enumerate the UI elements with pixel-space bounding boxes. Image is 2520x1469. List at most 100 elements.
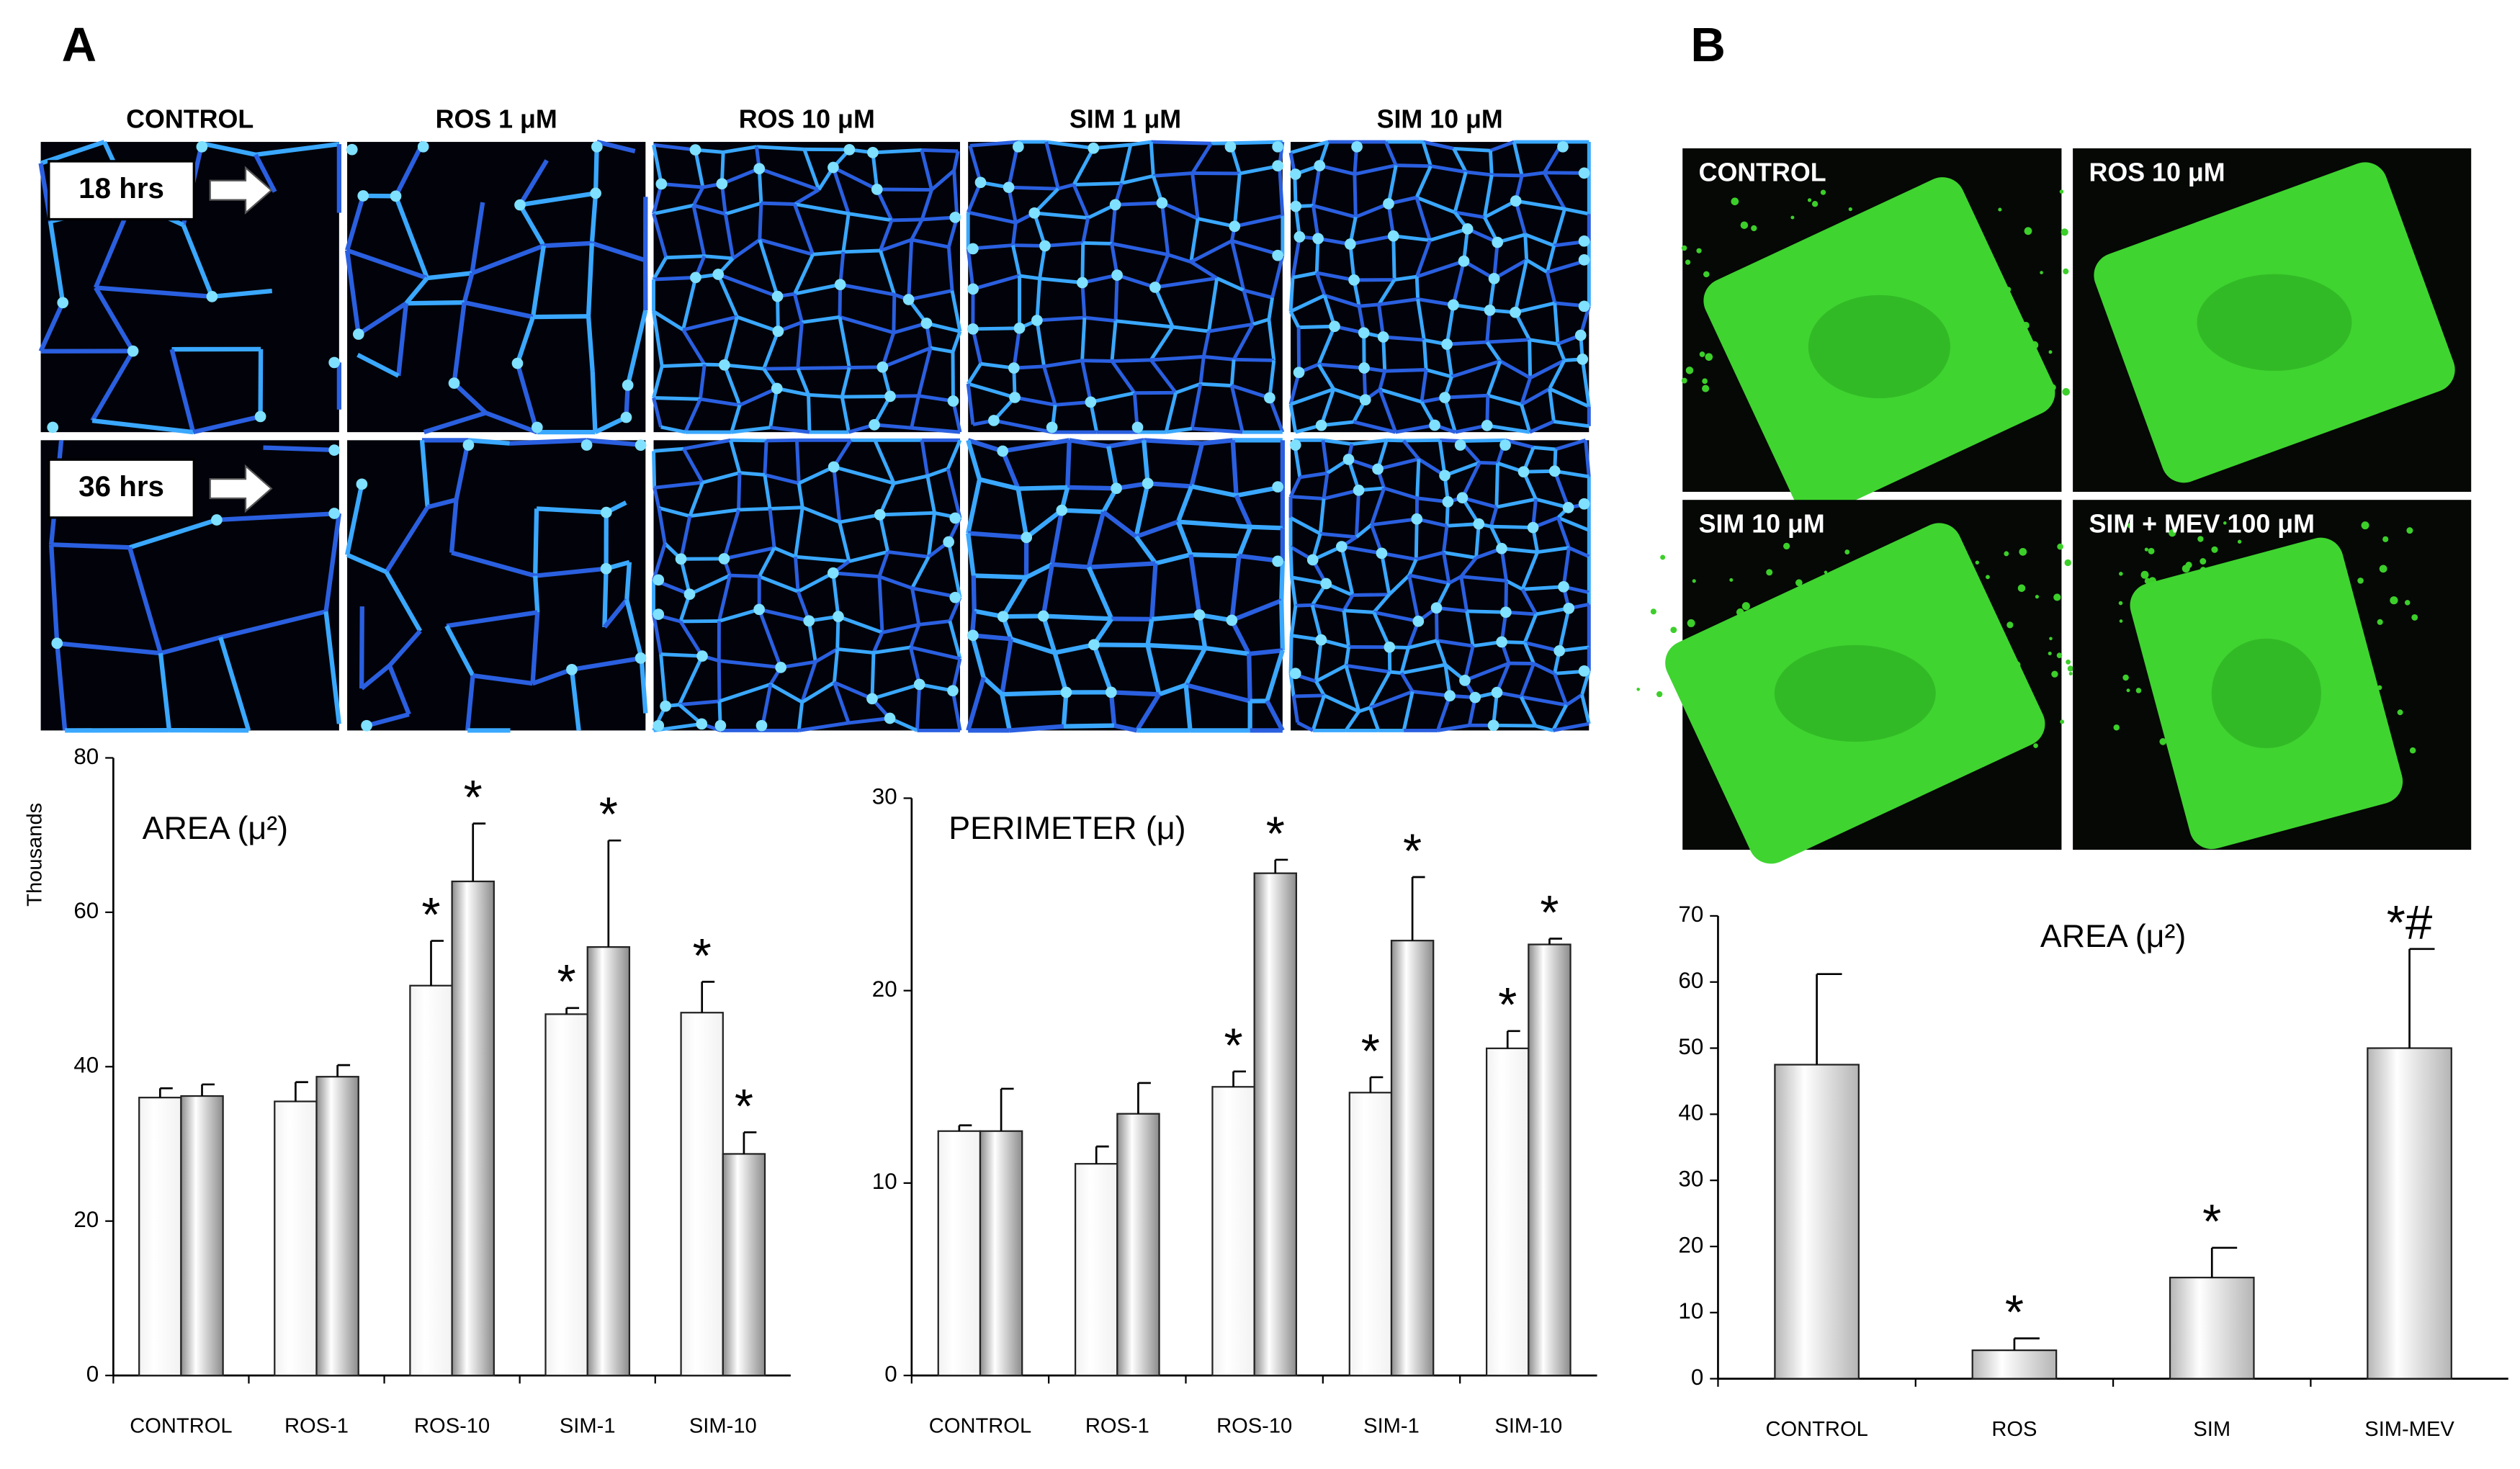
vessel (946, 439, 962, 470)
time-label: 18 hrs (79, 172, 164, 205)
vessel (911, 426, 961, 434)
vessel (1315, 664, 1347, 683)
vessel (602, 598, 629, 629)
x-tick-label: CONTROL (1765, 1418, 1867, 1441)
cell-node (1224, 140, 1237, 153)
cell-node (947, 395, 959, 407)
vessel (1494, 463, 1499, 508)
vessel (1442, 552, 1451, 584)
vessel (678, 699, 720, 707)
vessel (699, 397, 740, 408)
vessel (586, 243, 595, 317)
vessel (1353, 593, 1389, 597)
vessel (1324, 293, 1360, 308)
cell-node (675, 553, 687, 565)
cell-node (1484, 304, 1496, 316)
vessel (1175, 382, 1201, 395)
vessel (1291, 696, 1300, 723)
cell-node (1085, 396, 1097, 408)
vessel (1553, 419, 1589, 428)
vessel (1323, 488, 1360, 500)
vessel (794, 507, 804, 557)
vessel (840, 367, 851, 397)
vessel (1461, 575, 1507, 583)
vessel (1189, 218, 1200, 263)
cell-node (1142, 477, 1154, 490)
vessel (722, 145, 757, 154)
vessel (384, 570, 423, 632)
sprout (2068, 672, 2073, 676)
sprout (1685, 259, 1691, 265)
cell-node (1105, 686, 1117, 698)
vessel (1111, 241, 1169, 257)
vessel (1279, 600, 1285, 651)
bar (1971, 1349, 2058, 1380)
vessel (1314, 680, 1326, 697)
vessel (832, 467, 842, 523)
x-tick-label: ROS (1991, 1418, 2037, 1441)
vessel (871, 683, 920, 701)
vessel (716, 274, 739, 318)
error-bar (2013, 1337, 2040, 1351)
cell-node (1377, 331, 1389, 343)
cell-node (1469, 691, 1481, 704)
vessel (776, 296, 780, 332)
vessel (1252, 318, 1270, 326)
sprout (2182, 565, 2190, 573)
vessel (1407, 558, 1418, 576)
cell-node (1429, 419, 1440, 431)
vessel (1557, 608, 1571, 652)
vessel (1545, 271, 1557, 304)
vessel (1412, 689, 1450, 698)
vessel (1399, 647, 1410, 674)
vessel (1401, 662, 1446, 675)
vessel (919, 683, 954, 693)
sprout (2048, 350, 2053, 354)
vessel (519, 191, 596, 207)
vessel (1201, 331, 1211, 357)
vessel (874, 423, 912, 430)
vessel (815, 647, 838, 664)
vessel (1568, 546, 1590, 559)
vessel (946, 541, 962, 598)
cell-node (1264, 392, 1275, 404)
vessel (1190, 239, 1233, 264)
cell-node (531, 421, 543, 433)
vessel (657, 507, 667, 544)
micrograph-bg (347, 142, 646, 433)
cell-node (462, 439, 475, 451)
vessel (681, 277, 698, 331)
vessel (908, 289, 953, 302)
vessel (1479, 460, 1498, 465)
vessel (530, 612, 540, 684)
vessel (423, 410, 487, 435)
vessel (589, 193, 598, 243)
vessel (1420, 369, 1428, 403)
vessel (1191, 552, 1239, 559)
vessel (357, 352, 400, 378)
column-label: ROS 10 μM (739, 104, 875, 133)
error-bar (1816, 973, 1842, 1065)
vessel (808, 392, 843, 399)
vessel (807, 395, 812, 433)
cell-node (1553, 645, 1566, 657)
significance-marker: * (599, 788, 618, 842)
vessel (1134, 535, 1158, 565)
vessel (1153, 253, 1170, 288)
vessel (449, 499, 459, 553)
sprout (2060, 719, 2065, 724)
vessel (972, 274, 1021, 291)
vessel (951, 331, 962, 353)
vessel (1299, 324, 1335, 330)
cell-node (803, 615, 815, 627)
y-tick-label: 40 (1678, 1100, 1703, 1126)
vessel (683, 398, 702, 433)
vessel (1368, 670, 1391, 709)
vessel (1314, 639, 1323, 682)
vessel (387, 665, 411, 716)
vessel (1034, 211, 1088, 220)
vessel (966, 383, 975, 425)
vessel (1151, 140, 1211, 145)
cell-node (1039, 240, 1051, 252)
vessel (1524, 641, 1560, 653)
